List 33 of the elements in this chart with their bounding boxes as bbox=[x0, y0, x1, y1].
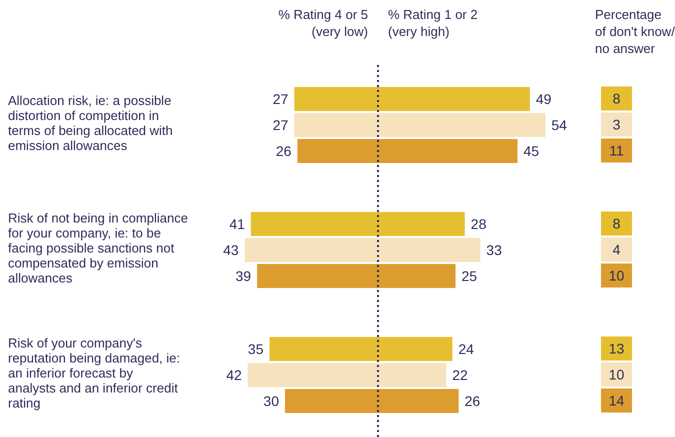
data-label: 45 bbox=[524, 143, 540, 159]
data-label: 42 bbox=[226, 367, 242, 383]
y-tick-label: Allocation risk, ie: a possible distortion of competition in terms of being allocated with emission allowances bbox=[8, 93, 173, 154]
data-label: 8 bbox=[612, 216, 621, 232]
data-label: 11 bbox=[609, 142, 624, 158]
data-label: 22 bbox=[452, 367, 468, 383]
data-label: 26 bbox=[464, 393, 480, 409]
chart-title: % Rating 1 or 2 (very high) bbox=[388, 6, 479, 40]
data-label: 54 bbox=[551, 117, 568, 133]
data-label: 13 bbox=[608, 340, 624, 356]
data-label: 3 bbox=[612, 116, 621, 132]
text: Percentage of don't know/ no answer bbox=[595, 6, 675, 57]
data-label: 26 bbox=[276, 143, 292, 159]
y-tick-label: Risk of not being in compliance for your company, ie: to be facing possible sanctions not compensated by emission allowances bbox=[8, 210, 188, 286]
data-label: 24 bbox=[458, 341, 474, 357]
data-label: 30 bbox=[263, 393, 280, 409]
data-label: 41 bbox=[229, 216, 246, 232]
data-label: 39 bbox=[236, 268, 252, 284]
data-label: 43 bbox=[223, 242, 239, 258]
data-label: 35 bbox=[248, 341, 264, 357]
data-label: 10 bbox=[608, 268, 624, 284]
data-label: 8 bbox=[612, 90, 621, 106]
data-label: 25 bbox=[462, 268, 478, 284]
data-label: 33 bbox=[486, 242, 502, 258]
data-label: 27 bbox=[272, 117, 289, 133]
data-label: 27 bbox=[272, 91, 289, 107]
data-label: 14 bbox=[608, 392, 624, 408]
y-tick-label: Risk of your company's reputation being damaged, ie: an inferior forecast by analysts and an inferior credit rating bbox=[8, 336, 180, 411]
chart-title: % Rating 4 or 5 (very low) bbox=[277, 6, 368, 40]
data-label: 4 bbox=[612, 242, 621, 258]
data-label: 49 bbox=[536, 91, 552, 107]
data-label: 28 bbox=[470, 216, 487, 232]
data-label: 10 bbox=[608, 366, 624, 382]
